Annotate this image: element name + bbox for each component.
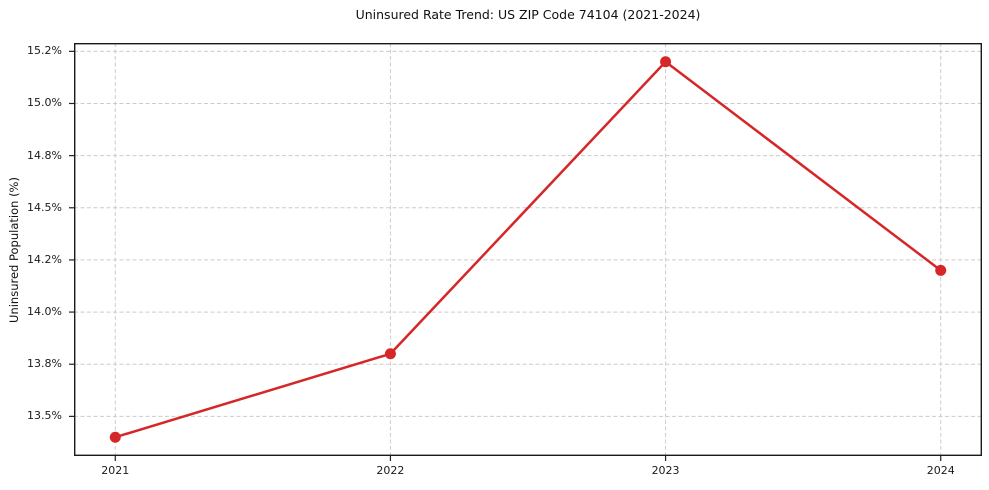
y-tick-label: 14.0% xyxy=(27,305,62,319)
data-point-2023 xyxy=(660,56,672,68)
y-tick-label: 13.5% xyxy=(27,409,62,423)
y-tick-label: 15.2% xyxy=(27,44,62,58)
chart-title: Uninsured Rate Trend: US ZIP Code 74104 … xyxy=(355,7,701,22)
trend-line xyxy=(114,60,942,439)
data-point-2021 xyxy=(109,431,121,443)
plot-area xyxy=(69,42,982,461)
y-tick-label: 14.2% xyxy=(27,252,62,266)
data-point-2022 xyxy=(384,348,396,360)
y-tick-label: 14.5% xyxy=(27,200,62,214)
data-point-2024 xyxy=(935,264,947,276)
y-tick-label: 15.0% xyxy=(27,96,62,110)
y-tick-label: 13.8% xyxy=(27,357,62,371)
plot-border xyxy=(73,42,982,457)
x-tick-label: 2021 xyxy=(101,464,130,477)
x-tick-label: 2023 xyxy=(651,464,680,477)
x-tick-label: 2024 xyxy=(926,464,955,477)
y-tick-label: 14.8% xyxy=(27,148,62,162)
x-tick-label: 2022 xyxy=(376,464,405,477)
